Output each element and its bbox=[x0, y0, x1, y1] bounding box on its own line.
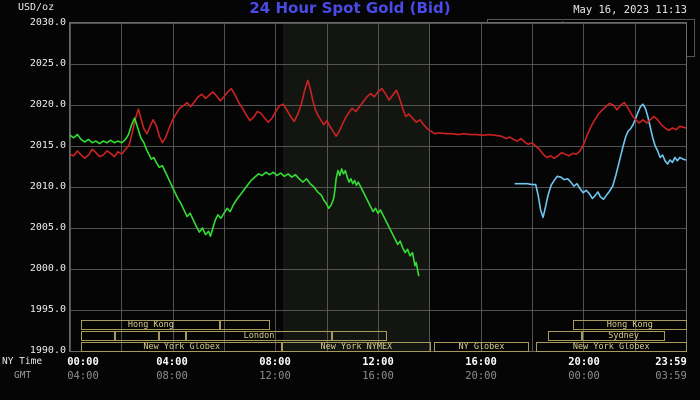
gridline-vertical bbox=[634, 23, 636, 351]
gridline-vertical bbox=[686, 23, 687, 351]
x-axis-ny-tick-label: 04:00 bbox=[156, 356, 188, 368]
gridline-vertical bbox=[480, 23, 482, 351]
page-title: 24 Hour Spot Gold (Bid) bbox=[249, 0, 451, 17]
session-spacer-box bbox=[220, 320, 270, 330]
gridline-vertical bbox=[70, 23, 71, 351]
plot-area bbox=[69, 22, 687, 352]
y-axis-tick-label: 2005.0 bbox=[29, 222, 66, 233]
x-axis-gmt-tick-label: 12:00 bbox=[259, 370, 291, 382]
x-axis-gmt-tick-label: 08:00 bbox=[156, 370, 188, 382]
x-axis-ny-tick-label: 00:00 bbox=[67, 356, 99, 368]
price-line bbox=[515, 104, 686, 217]
y-axis-tick-label: 2020.0 bbox=[29, 99, 66, 110]
gridline-vertical bbox=[326, 23, 328, 351]
x-axis: NY Time GMT 00:00 04:00 04:00 08:00 08:00 12:… bbox=[0, 354, 700, 400]
y-axis-tick-label: 1990.0 bbox=[29, 345, 66, 356]
session-spacer-box bbox=[115, 331, 159, 341]
x-axis-ny-tick-label: 12:00 bbox=[362, 356, 394, 368]
session-row: London Sydney bbox=[69, 331, 687, 341]
y-axis-tick-label: 2015.0 bbox=[29, 140, 66, 151]
y-axis-tick-label: 2010.0 bbox=[29, 181, 66, 192]
x-axis-ny-tick-label: 16:00 bbox=[465, 356, 497, 368]
session-label-box: Hong Kong bbox=[572, 320, 687, 330]
session-label-box: Sydney bbox=[581, 331, 666, 341]
gridline-vertical bbox=[583, 23, 585, 351]
quote-datetime: May 16, 2023 11:13 bbox=[573, 4, 687, 16]
x-axis-gmt-tick-label: 20:00 bbox=[465, 370, 497, 382]
gridline-vertical bbox=[378, 23, 379, 351]
session-spacer-box bbox=[547, 331, 582, 341]
session-label-box: London bbox=[186, 331, 332, 341]
y-axis-unit-label: USD/oz bbox=[18, 2, 55, 13]
y-axis: 2030.0 2025.0 2020.0 2015.0 2010.0 2005.0 2000… bbox=[0, 17, 66, 356]
gridline-vertical bbox=[532, 23, 533, 351]
trading-session-bars: Hong Kong Hong Kong London Sydney New York G… bbox=[69, 320, 687, 352]
price-line bbox=[70, 118, 419, 275]
gridline-vertical bbox=[275, 23, 277, 351]
session-spacer-box bbox=[158, 331, 187, 341]
session-label-box: New York Globex bbox=[535, 342, 687, 352]
session-row: New York Globex New York NYMEX NY Globex Ne… bbox=[69, 342, 687, 352]
session-spacer-box bbox=[81, 331, 116, 341]
y-axis-tick-label: 2025.0 bbox=[29, 58, 66, 69]
x-axis-ny-tick-label: 20:00 bbox=[568, 356, 600, 368]
x-axis-gmt-tick-label: 03:59 bbox=[655, 370, 687, 382]
price-series-svg bbox=[70, 23, 686, 351]
y-axis-tick-label: 2030.0 bbox=[29, 17, 66, 28]
session-label-box: New York Globex bbox=[81, 342, 283, 352]
session-label-box: Hong Kong bbox=[81, 320, 221, 330]
x-axis-gmt-tick-label: 04:00 bbox=[67, 370, 99, 382]
price-line bbox=[70, 80, 686, 158]
x-axis-ny-tick-label: 23:59 bbox=[655, 356, 687, 368]
x-axis-gmt-tick-label: 00:00 bbox=[568, 370, 600, 382]
session-label-box: NY Globex bbox=[433, 342, 530, 352]
y-axis-tick-label: 1995.0 bbox=[29, 304, 66, 315]
session-label-box: New York NYMEX bbox=[282, 342, 431, 352]
x-axis-ny-tick-label: 08:00 bbox=[259, 356, 291, 368]
gridline-vertical bbox=[121, 23, 123, 351]
session-spacer-box bbox=[331, 331, 388, 341]
session-row: Hong Kong Hong Kong bbox=[69, 320, 687, 330]
gridline-vertical bbox=[429, 23, 431, 351]
gmt-axis-label: GMT bbox=[14, 370, 32, 381]
y-axis-tick-label: 2000.0 bbox=[29, 263, 66, 274]
ny-time-axis-label: NY Time bbox=[2, 356, 43, 367]
gridline-vertical bbox=[224, 23, 225, 351]
x-axis-gmt-tick-label: 16:00 bbox=[362, 370, 394, 382]
